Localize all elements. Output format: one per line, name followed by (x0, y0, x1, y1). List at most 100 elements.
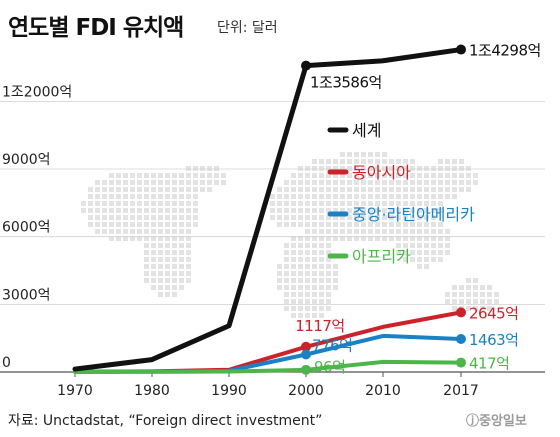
map-dot (179, 243, 184, 248)
map-dot (347, 194, 352, 199)
map-dot (396, 222, 401, 227)
map-dot (172, 208, 177, 213)
map-dot (88, 187, 93, 192)
map-dot (291, 271, 296, 276)
map-dot (137, 208, 142, 213)
map-dot (389, 201, 394, 206)
map-dot (438, 159, 443, 164)
map-dot (158, 264, 163, 269)
map-dot (298, 278, 303, 283)
map-dot (326, 159, 331, 164)
map-dot (144, 201, 149, 206)
map-dot (186, 187, 191, 192)
map-dot (438, 243, 443, 248)
map-dot (326, 229, 331, 234)
map-dot (123, 229, 128, 234)
map-dot (424, 208, 429, 213)
map-dot (312, 215, 317, 220)
map-dot (193, 208, 198, 213)
map-dot (291, 208, 296, 213)
map-dot (137, 236, 142, 241)
map-dot (305, 285, 310, 290)
map-dot (452, 306, 457, 311)
map-dot (81, 208, 86, 213)
map-dot (480, 285, 485, 290)
map-dot (354, 152, 359, 157)
map-dot (277, 187, 282, 192)
map-dot (172, 243, 177, 248)
map-dot (326, 208, 331, 213)
map-dot (445, 166, 450, 171)
map-dot (431, 250, 436, 255)
map-dot (410, 243, 415, 248)
map-dot (305, 173, 310, 178)
map-dot (452, 299, 457, 304)
map-dot (109, 201, 114, 206)
map-dot (151, 173, 156, 178)
map-dot (284, 264, 289, 269)
map-dot (424, 236, 429, 241)
map-dot (424, 250, 429, 255)
map-dot (326, 250, 331, 255)
map-dot (452, 180, 457, 185)
map-dot (340, 152, 345, 157)
map-dot (144, 264, 149, 269)
map-dot (95, 215, 100, 220)
map-dot (123, 215, 128, 220)
map-dot (382, 194, 387, 199)
map-dot (319, 306, 324, 311)
map-dot (179, 285, 184, 290)
map-dot (193, 187, 198, 192)
map-dot (375, 222, 380, 227)
map-dot (403, 250, 408, 255)
map-dot (396, 236, 401, 241)
map-dot (144, 257, 149, 262)
map-dot (382, 229, 387, 234)
map-dot (102, 187, 107, 192)
map-dot (165, 222, 170, 227)
map-dot (410, 257, 415, 262)
series-point (301, 60, 311, 71)
map-dot (466, 306, 471, 311)
map-dot (186, 215, 191, 220)
map-dot (382, 222, 387, 227)
map-dot (102, 194, 107, 199)
map-dot (326, 180, 331, 185)
map-dot (305, 257, 310, 262)
map-dot (165, 257, 170, 262)
map-dot (319, 194, 324, 199)
map-dot (151, 222, 156, 227)
map-dot (144, 222, 149, 227)
map-dot (158, 173, 163, 178)
map-dot (445, 236, 450, 241)
map-dot (172, 173, 177, 178)
map-dot (284, 292, 289, 297)
map-dot (410, 250, 415, 255)
map-dot (326, 243, 331, 248)
x-tick-label: 1980 (134, 383, 170, 399)
map-dot (172, 180, 177, 185)
map-dot (158, 278, 163, 283)
map-dot (333, 278, 338, 283)
map-dot (151, 208, 156, 213)
map-dot (459, 173, 464, 178)
map-dot (326, 222, 331, 227)
map-dot (417, 201, 422, 206)
map-dot (333, 194, 338, 199)
map-dot (382, 166, 387, 171)
map-dot (95, 201, 100, 206)
map-dot (333, 229, 338, 234)
map-dot (361, 152, 366, 157)
map-dot (319, 278, 324, 283)
map-dot (186, 222, 191, 227)
map-dot (354, 201, 359, 206)
series-point (301, 341, 311, 352)
map-dot (144, 180, 149, 185)
map-dot (389, 180, 394, 185)
map-dot (389, 187, 394, 192)
map-dot (172, 236, 177, 241)
map-dot (445, 194, 450, 199)
map-dot (312, 187, 317, 192)
map-dot (172, 271, 177, 276)
map-dot (298, 306, 303, 311)
